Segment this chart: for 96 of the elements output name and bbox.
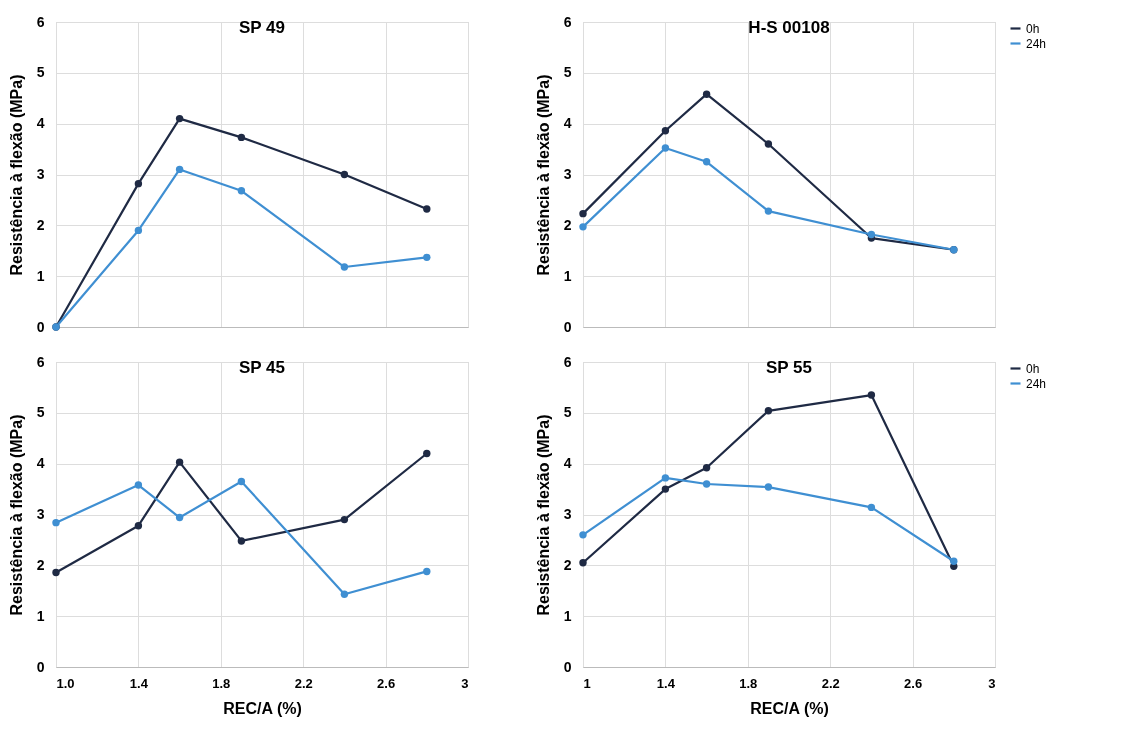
y-tick-label: 0 [36, 658, 45, 675]
y-tick-label: 0 [563, 318, 572, 335]
y-tick-label: 5 [36, 404, 45, 421]
point [702, 158, 711, 166]
point [134, 226, 143, 235]
x-tick-label: 3 [461, 675, 469, 691]
point [134, 179, 143, 188]
point [134, 481, 143, 489]
point [702, 480, 711, 488]
legend-label: 24h [1026, 376, 1047, 391]
x-tick-label: 1.0 [56, 675, 75, 691]
y-tick-label: 2 [563, 216, 572, 233]
y-tick-label: 4 [36, 455, 45, 472]
y-tick-label: 1 [36, 267, 45, 284]
x-tick-label: 1.4 [656, 675, 676, 691]
point [340, 590, 349, 599]
y-tick-label: 3 [563, 506, 572, 522]
y-tick-label: 5 [563, 64, 572, 81]
legend-label: 0h [1026, 21, 1040, 36]
y-axis-title: Resistência à flexão (MPa) [7, 74, 25, 276]
point [423, 449, 431, 458]
legend-label: 0h [1026, 361, 1040, 376]
y-tick-label: 6 [563, 13, 572, 30]
x-tick-label: 1 [583, 675, 591, 691]
point [175, 458, 184, 466]
x-axis-title: REC/A (%) [750, 699, 829, 717]
point [661, 127, 670, 135]
y-tick-label: 1 [563, 607, 572, 624]
y-tick-label: 2 [563, 556, 572, 573]
point [52, 518, 60, 527]
point [340, 263, 349, 271]
x-tick-label: 1.8 [212, 675, 231, 691]
point [579, 531, 587, 539]
point [340, 515, 349, 524]
point [579, 559, 587, 567]
point [340, 170, 349, 179]
y-tick-label: 6 [36, 353, 45, 370]
y-tick-label: 5 [563, 404, 572, 421]
y-tick-label: 3 [36, 506, 45, 522]
point [950, 557, 958, 565]
point [867, 391, 876, 399]
point [175, 165, 184, 174]
y-tick-label: 1 [563, 267, 572, 284]
y-tick-label: 2 [36, 216, 45, 233]
point [423, 253, 431, 262]
point [237, 133, 246, 142]
point [237, 537, 246, 545]
point [867, 503, 876, 512]
point [702, 90, 711, 98]
point [134, 521, 143, 530]
y-tick-label: 0 [563, 658, 572, 675]
point [661, 474, 670, 482]
point [764, 407, 773, 415]
y-tick-label: 1 [36, 607, 45, 624]
chart-title: H-S 00108 [748, 18, 830, 37]
chart-title: SP 49 [238, 18, 286, 37]
legend-label: 24h [1026, 36, 1047, 51]
x-tick-label: 2.6 [904, 675, 923, 691]
point [764, 207, 773, 215]
y-tick-label: 5 [36, 64, 45, 81]
point [175, 513, 184, 522]
point [661, 144, 670, 152]
point [237, 477, 246, 486]
y-axis-title: Resistência à flexão (MPa) [534, 414, 552, 616]
y-tick-label: 4 [563, 455, 572, 472]
y-tick-label: 6 [36, 13, 45, 30]
x-tick-label: 2.2 [821, 675, 840, 691]
point [579, 223, 587, 231]
point [175, 114, 184, 123]
x-tick-label: 2.2 [294, 675, 313, 691]
y-tick-label: 0 [36, 318, 45, 335]
point [579, 209, 587, 218]
point [423, 205, 431, 213]
y-tick-label: 4 [563, 115, 572, 132]
point [764, 140, 773, 148]
y-tick-label: 6 [563, 353, 572, 370]
point [661, 485, 670, 493]
chart-title: SP 45 [238, 358, 286, 377]
x-tick-label: 1.4 [129, 675, 149, 691]
point [764, 483, 773, 491]
y-axis-title: Resistência à flexão (MPa) [534, 74, 552, 276]
point [702, 464, 711, 472]
y-tick-label: 2 [36, 556, 45, 573]
y-axis-title: Resistência à flexão (MPa) [7, 414, 25, 616]
point [52, 568, 60, 577]
x-tick-label: 2.6 [377, 675, 396, 691]
y-tick-label: 3 [36, 166, 45, 182]
chart-title: SP 55 [765, 358, 813, 377]
x-tick-label: 3 [988, 675, 996, 691]
x-axis-title: REC/A (%) [223, 699, 302, 717]
y-tick-label: 4 [36, 115, 45, 132]
point [867, 230, 876, 239]
point [423, 567, 431, 576]
y-tick-label: 3 [563, 166, 572, 182]
x-tick-label: 1.8 [739, 675, 758, 691]
point [237, 187, 246, 195]
